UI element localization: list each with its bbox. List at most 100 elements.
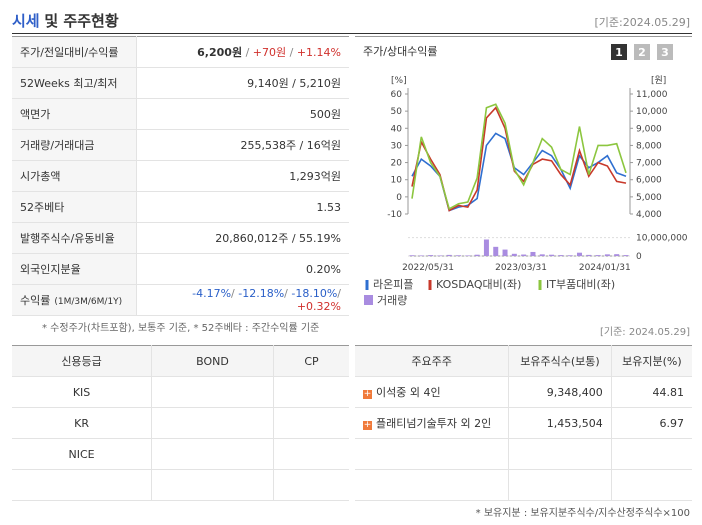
summary-row: 수익률 (1M/3M/6M/1Y) -4.17%/ -12.18%/ -18.10%… (12, 284, 349, 316)
label-note: (1M/3M/6M/1Y) (54, 297, 123, 307)
legend-label: KOSDAQ대비(좌) (436, 278, 521, 291)
empty-cell (611, 469, 692, 501)
legend-label: IT부품대비(좌) (546, 278, 615, 291)
header-row: 신용등급 BOND CP (12, 345, 349, 377)
y2-tick-label: 4,000 (636, 210, 662, 220)
row-value: 20,860,012주 / 55.19% (136, 222, 349, 254)
summary-row: 52주베타 1.53 (12, 191, 349, 223)
value-part: 20,860,012주 / 55.19% (215, 232, 341, 245)
value-part: / (337, 287, 341, 300)
number: 1,453,504 (508, 407, 612, 439)
page-button-label: 2 (638, 46, 646, 59)
empty-cell (355, 438, 510, 470)
chart-title: 주가/상대수익률 (363, 45, 438, 58)
bond (151, 407, 274, 439)
volume-bar (465, 255, 471, 256)
row-value: 6,200원 / +70원 / +1.14% (136, 36, 349, 68)
volume-bar (437, 255, 443, 256)
cp (273, 376, 349, 408)
y-tick-label: 60 (391, 90, 403, 100)
y2-tick-label: 7,000 (636, 159, 662, 169)
value-part: +1.14% (296, 46, 341, 59)
bond (151, 376, 274, 408)
row-label: 수익률 (1M/3M/6M/1Y) (12, 284, 137, 316)
legend-swatch (364, 295, 373, 305)
label-text: 액면가 (20, 108, 51, 121)
value-part: 255,538주 / 16억원 (240, 139, 341, 152)
row-value: 9,140원 / 5,210원 (136, 67, 349, 99)
volume-tick-label: 0 (636, 252, 642, 262)
divider (12, 33, 692, 34)
credit-row: KR (12, 407, 349, 439)
label-text: 시가총액 (20, 170, 61, 183)
cp (273, 407, 349, 439)
bond (151, 438, 274, 470)
value-part: +0.32% (296, 300, 341, 313)
y2-tick-label: 11,000 (636, 90, 668, 100)
page-button-label: 3 (661, 46, 669, 59)
page-button (657, 44, 673, 60)
chart-panel: 주가/상대수익률 1 2 3 [%] [원] -10 0 10 20 30 40 50 60 4,000 5,… (355, 36, 692, 317)
y2-unit: [원] (651, 75, 666, 86)
volume-bar (595, 255, 601, 256)
volume-bar (428, 255, 434, 256)
value-part: -4.17% (192, 287, 232, 300)
volume-bar (409, 255, 415, 256)
label-text: 주가/전일대비/수익률 (20, 46, 119, 59)
volume-bar (539, 254, 545, 256)
value-part: +70원 (252, 46, 287, 59)
volume-bar (576, 252, 582, 256)
volume-bar (521, 254, 527, 256)
volume-bar (418, 255, 424, 256)
value-part: 1,293억원 (289, 170, 341, 183)
volume-bar (623, 255, 629, 256)
summary-row: 액면가 500원 (12, 98, 349, 130)
empty-cell (151, 469, 274, 501)
row-label: 주가/전일대비/수익률 (12, 36, 137, 68)
row-label: 거래량/거래대금 (12, 129, 137, 161)
y2-tick-label: 5,000 (636, 193, 662, 203)
y2-tick-label: 6,000 (636, 176, 662, 186)
volume-bar (483, 239, 489, 256)
summary-row: 주가/전일대비/수익률 6,200원 / +70원 / +1.14% (12, 36, 349, 68)
empty-row (355, 438, 692, 470)
empty-cell (12, 469, 153, 501)
volume-bar (474, 254, 480, 256)
title-main: 시세 (12, 12, 40, 30)
row-label: 발행주식수/유동비율 (12, 222, 137, 254)
number: 44.81 (611, 376, 692, 408)
value-part: -18.10% (291, 287, 338, 300)
row-label: 시가총액 (12, 160, 137, 192)
value-part: 0.20% (306, 262, 341, 276)
volume-bar (558, 255, 564, 256)
empty-cell (611, 438, 692, 470)
header-row: 주요주주 보유주식수(보통) 보유지분(%) (355, 345, 692, 377)
row-value: 1,293억원 (136, 160, 349, 192)
row-value: 0.20% (136, 253, 349, 285)
row-value: 1.53 (136, 191, 349, 223)
page-button-label: 1 (615, 46, 623, 59)
label-text: 52Weeks 최고/최저 (20, 77, 118, 90)
title-rest: 및 주주현황 (44, 12, 119, 30)
row-label: 외국인지분율 (12, 253, 137, 285)
volume-bar (456, 255, 462, 256)
volume-bar (502, 249, 508, 256)
row-label: 액면가 (12, 98, 137, 130)
shareholder-note: * 보유지분 : 보유지분주식수/지수산정주식수×100 (475, 508, 690, 519)
summary-row: 거래량/거래대금 255,538주 / 16억원 (12, 129, 349, 161)
volume-bar (567, 255, 573, 256)
volume-bar (493, 246, 499, 256)
header-cell: 신용등급 (12, 345, 153, 377)
y2-tick-label: 8,000 (636, 141, 662, 151)
credit-row: NICE (12, 438, 349, 470)
row-value: 500원 (136, 98, 349, 130)
summary-note: * 수정주가(차트포함), 보통주 기준, * 52주베타 : 주간수익률 기준 (42, 323, 320, 334)
header-cell: 주요주주 (355, 345, 510, 377)
volume-bar (530, 251, 536, 256)
label-text: 발행주식수/유동비율 (20, 232, 115, 245)
value-part: 1.53 (316, 200, 342, 214)
y-unit: [%] (391, 76, 407, 86)
volume-bar (586, 254, 592, 256)
